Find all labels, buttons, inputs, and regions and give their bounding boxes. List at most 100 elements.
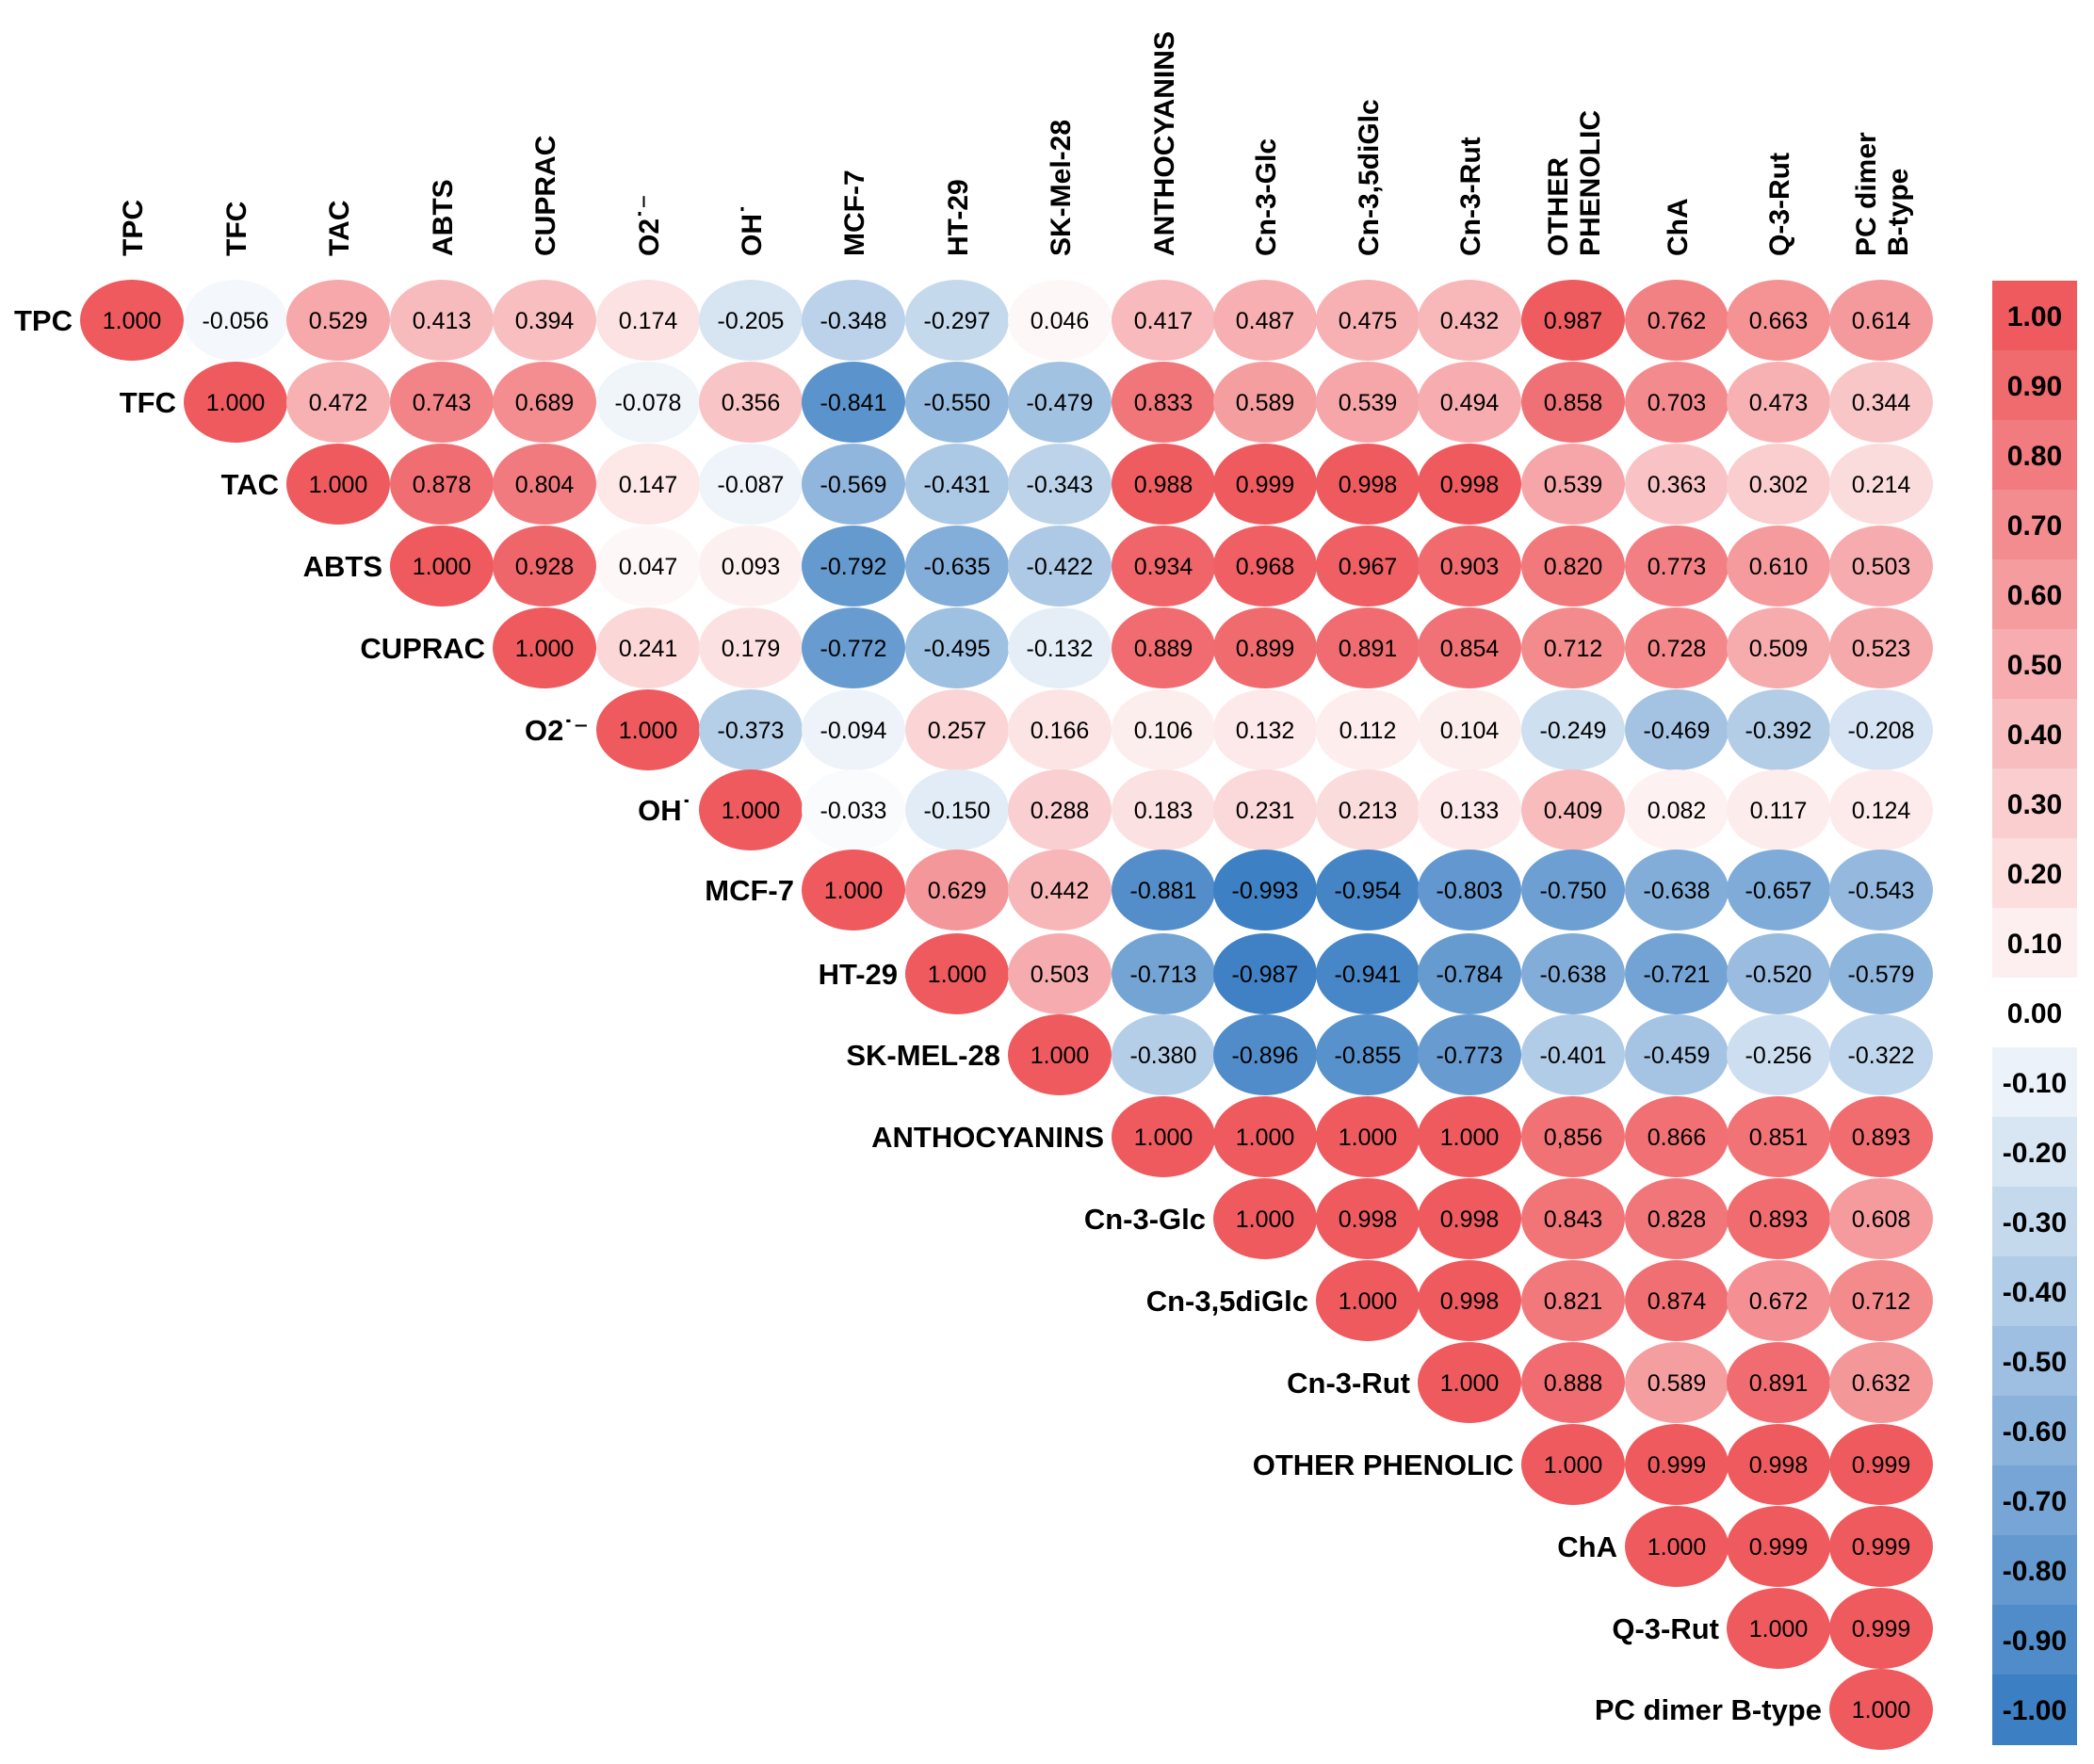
cell-ellipse xyxy=(1829,1178,1933,1259)
column-header: Cn-3-Rut xyxy=(1455,137,1486,256)
cell-ellipse xyxy=(1727,1178,1830,1259)
heatmap-cell: 0.968 xyxy=(1213,526,1317,607)
cell-value: -0.520 xyxy=(1745,962,1812,988)
cell-ellipse xyxy=(1112,850,1215,931)
cell-ellipse xyxy=(802,444,905,525)
heatmap-cell: 0.133 xyxy=(1418,769,1521,850)
cell-ellipse xyxy=(1829,1260,1933,1341)
cell-value: 0.132 xyxy=(1236,718,1295,744)
cell-value: 0.124 xyxy=(1852,798,1911,824)
cell-value: 0.893 xyxy=(1749,1206,1809,1233)
heatmap-cell: 0.998 xyxy=(1418,1178,1521,1259)
heatmap-cell: -0.348 xyxy=(802,280,905,361)
cell-value: 1.000 xyxy=(824,878,884,904)
row-labels: TPC TFC TAC ABTS CUPRAC O2˙⁻ OH˙ MCF-7 HT-29 SK-M… xyxy=(14,304,1822,1726)
heatmap-cell: 0.762 xyxy=(1625,280,1729,361)
heatmap-cell: 0.998 xyxy=(1418,1260,1521,1341)
heatmap-cell: 1.000 xyxy=(1521,1424,1625,1505)
heatmap-cell: 0.475 xyxy=(1316,280,1420,361)
cell-ellipse xyxy=(1727,362,1830,443)
heatmap-cell: 0.082 xyxy=(1625,769,1729,850)
heatmap-cell: 0.689 xyxy=(493,362,596,443)
cell-value: -0.380 xyxy=(1130,1043,1197,1069)
heatmap-cell: 0.629 xyxy=(905,850,1009,931)
cell-ellipse xyxy=(1625,1342,1729,1423)
cell-ellipse xyxy=(390,526,494,607)
cell-value: 0.998 xyxy=(1440,1206,1500,1233)
column-header: HT-29 xyxy=(943,179,974,256)
cell-value: -0.392 xyxy=(1745,718,1812,744)
column-header: TFC xyxy=(221,202,252,256)
cell-ellipse xyxy=(1316,1260,1420,1341)
cell-ellipse xyxy=(1008,769,1112,850)
cell-ellipse xyxy=(1213,850,1317,931)
heatmap-cell: -0.772 xyxy=(802,607,905,688)
cell-value: 1.000 xyxy=(1031,1043,1090,1069)
cell-ellipse xyxy=(1213,607,1317,688)
legend-tick-label: 1.00 xyxy=(2007,301,2062,332)
cell-ellipse xyxy=(1727,1014,1830,1095)
heatmap-cell: 0.610 xyxy=(1727,526,1830,607)
legend-tick-label: -0.10 xyxy=(2003,1068,2067,1099)
heatmap-cell: 0.712 xyxy=(1521,607,1625,688)
cell-value: 0.302 xyxy=(1749,472,1809,498)
heatmap-cell: 0.878 xyxy=(390,444,494,525)
legend-tick-label: -0.30 xyxy=(2003,1207,2067,1238)
column-header: ABTS xyxy=(428,179,459,256)
cell-value: 0.843 xyxy=(1544,1206,1603,1233)
legend-tick-label: 0.80 xyxy=(2007,441,2062,472)
cell-value: 0.344 xyxy=(1852,390,1911,416)
heatmap-cell: -0.150 xyxy=(905,769,1009,850)
heatmap-cell: 0.843 xyxy=(1521,1178,1625,1259)
cell-value: 0.394 xyxy=(515,308,575,334)
cell-value: 0.999 xyxy=(1648,1452,1707,1479)
heatmap-cell: 1.000 xyxy=(1213,1178,1317,1259)
column-header: Q-3-Rut xyxy=(1764,153,1795,256)
cell-value: -0.495 xyxy=(924,636,991,662)
cell-ellipse xyxy=(1727,1424,1830,1505)
heatmap-cell: 0.257 xyxy=(905,689,1009,770)
cell-value: 0.928 xyxy=(515,554,575,580)
column-header: CUPRAC xyxy=(530,136,561,256)
cell-value: 0.712 xyxy=(1852,1288,1911,1315)
heatmap-cell: -0.543 xyxy=(1829,850,1933,931)
cell-value: -0.401 xyxy=(1540,1043,1607,1069)
cell-ellipse xyxy=(493,607,596,688)
cell-ellipse xyxy=(1727,1588,1830,1669)
cell-value: -0.087 xyxy=(718,472,785,498)
cell-value: 0.820 xyxy=(1544,554,1603,580)
legend-swatch xyxy=(1992,769,2077,839)
cell-value: 0.998 xyxy=(1339,472,1398,498)
cell-value: 1.000 xyxy=(206,390,266,416)
column-header: PC dimerB-type xyxy=(1851,132,1914,256)
heatmap-cell: 0.820 xyxy=(1521,526,1625,607)
cell-value: -0.150 xyxy=(924,798,991,824)
heatmap-cell: 0.833 xyxy=(1112,362,1215,443)
heatmap-cell: -0.993 xyxy=(1213,850,1317,931)
cell-ellipse xyxy=(1316,1178,1420,1259)
legend-tick-label: -0.70 xyxy=(2003,1486,2067,1517)
legend-swatch xyxy=(1992,1605,2077,1675)
cell-value: 0.608 xyxy=(1852,1206,1911,1233)
heatmap-cell: 1.000 xyxy=(1829,1669,1933,1750)
cell-value: 0.241 xyxy=(619,636,678,662)
heatmap-cell: 0.231 xyxy=(1213,769,1317,850)
cell-ellipse xyxy=(1008,1014,1112,1095)
heatmap-cell: 0.241 xyxy=(596,607,700,688)
cell-ellipse xyxy=(699,607,803,688)
column-header: O2˙⁻ xyxy=(634,194,665,256)
cell-value: 0.503 xyxy=(1852,554,1911,580)
cell-ellipse xyxy=(596,280,700,361)
cell-value: 0.866 xyxy=(1648,1125,1707,1151)
cell-value: -0.078 xyxy=(615,390,682,416)
cell-ellipse xyxy=(905,607,1009,688)
heatmap-cell: -0.569 xyxy=(802,444,905,525)
cell-ellipse xyxy=(1727,1342,1830,1423)
heatmap-cell: 0.874 xyxy=(1625,1260,1729,1341)
cell-ellipse xyxy=(1316,689,1420,770)
heatmap-cell: 0.663 xyxy=(1727,280,1830,361)
row-label: HT-29 xyxy=(819,958,898,991)
cell-value: 0.858 xyxy=(1544,390,1603,416)
cell-ellipse xyxy=(905,444,1009,525)
row-label: Cn-3,5diGlc xyxy=(1146,1285,1308,1318)
